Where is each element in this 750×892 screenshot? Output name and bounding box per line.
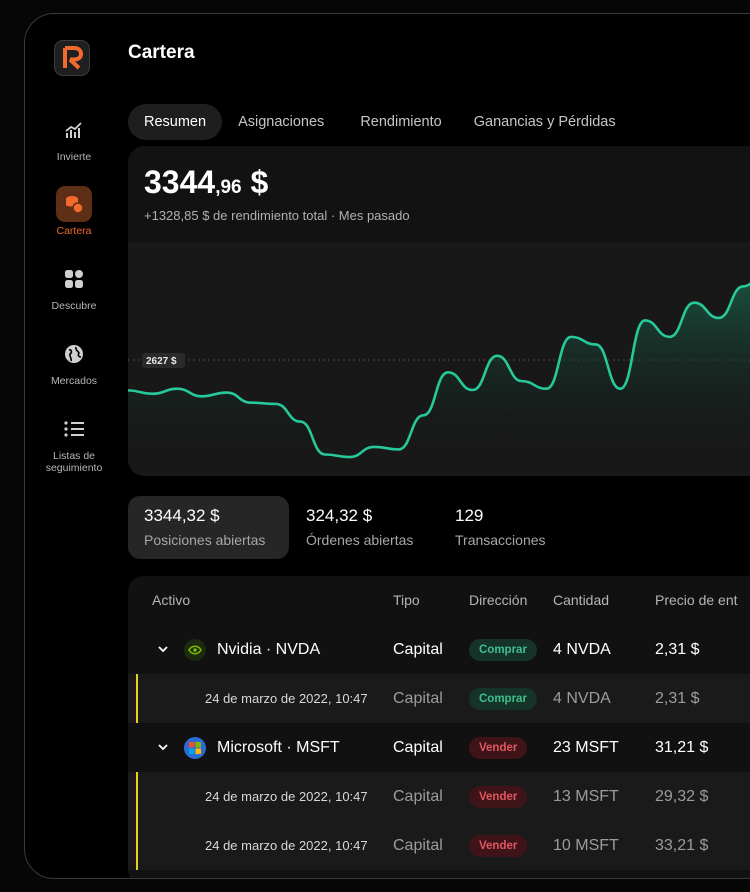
quantity: 4 NVDA xyxy=(553,641,611,658)
chart-series-line xyxy=(128,282,750,459)
sidebar-item-mercados[interactable]: Mercados xyxy=(25,336,123,387)
sidebar-item-listas[interactable]: Listas de seguimiento xyxy=(25,411,123,474)
chevron-down-icon[interactable] xyxy=(158,625,168,674)
sidebar-item-label: Mercados xyxy=(50,375,98,387)
entry-price: 33,21 $ xyxy=(655,837,709,854)
entry-price: 31,21 $ xyxy=(655,739,709,756)
app-window: Invierte Cartera Descubre Mercados Lista xyxy=(24,13,750,879)
portfolio-balance: 3344,96 $ xyxy=(144,164,268,201)
sidebar-item-cartera[interactable]: Cartera xyxy=(25,186,123,237)
direction-cell: Vender xyxy=(469,723,528,772)
performance-summary: +1328,85 $ de rendimiento total · Mes pa… xyxy=(144,208,410,223)
quantity: 23 MSFT xyxy=(553,739,619,756)
table-row[interactable]: 24 de marzo de 2022, 10:47 Capital Vende… xyxy=(128,772,750,821)
sidebar-item-label: Invierte xyxy=(56,151,92,163)
table-header: Activo Tipo Dirección Cantidad Precio de… xyxy=(128,576,750,625)
asset-name: Microsoft · MSFT xyxy=(217,739,340,756)
stat-open-positions[interactable]: 3344,32 $ Posiciones abiertas xyxy=(128,496,289,559)
table-row[interactable]: Nvidia · NVDA Capital Comprar 4 NVDA 2,3… xyxy=(128,625,750,674)
direction-cell: Vender xyxy=(469,772,528,821)
asset-type: Capital xyxy=(393,837,443,854)
chart-area-fill xyxy=(128,283,750,476)
tab-resumen[interactable]: Resumen xyxy=(128,104,223,140)
coins-icon xyxy=(56,186,92,222)
stat-value: 129 xyxy=(455,506,484,525)
trade-date: 24 de marzo de 2022, 10:47 xyxy=(205,789,368,804)
chevron-down-icon[interactable] xyxy=(158,723,168,772)
grid-icon xyxy=(56,261,92,297)
balance-decimals: ,96 xyxy=(215,177,242,198)
quantity: 4 NVDA xyxy=(553,690,611,707)
quantity: 13 MSFT xyxy=(553,788,619,805)
sidebar: Invierte Cartera Descubre Mercados Lista xyxy=(25,14,123,878)
chart-growth-icon xyxy=(56,112,92,148)
stat-open-orders[interactable]: 324,32 $ Órdenes abiertas xyxy=(290,496,438,559)
nvidia-logo-icon xyxy=(184,639,206,661)
asset-type: Capital xyxy=(393,641,443,658)
column-header-type[interactable]: Tipo xyxy=(393,592,420,608)
row-accent-bar xyxy=(136,772,138,821)
list-icon xyxy=(56,411,92,447)
sidebar-item-label: Cartera xyxy=(56,225,92,237)
direction-badge: Vender xyxy=(469,736,528,759)
direction-badge: Comprar xyxy=(469,687,537,710)
direction-cell: Comprar xyxy=(469,674,537,723)
trade-date: 24 de marzo de 2022, 10:47 xyxy=(205,691,368,706)
sidebar-item-descubre[interactable]: Descubre xyxy=(25,261,123,312)
column-header-asset[interactable]: Activo xyxy=(152,592,191,608)
microsoft-logo-icon xyxy=(184,737,206,759)
logo-r-icon xyxy=(63,46,83,70)
app-logo[interactable] xyxy=(54,40,90,76)
row-accent-bar xyxy=(136,674,138,723)
globe-icon xyxy=(56,336,92,372)
table-row[interactable]: 24 de marzo de 2022, 10:47 Capital Compr… xyxy=(128,674,750,723)
stat-label: Transacciones xyxy=(455,532,546,548)
stat-label: Órdenes abiertas xyxy=(306,532,414,548)
stat-value: 3344,32 $ xyxy=(144,506,220,525)
asset-type: Capital xyxy=(393,739,443,756)
balance-currency: $ xyxy=(241,164,269,200)
asset-type: Capital xyxy=(393,788,443,805)
tab-rendimiento[interactable]: Rendimiento xyxy=(360,114,442,130)
direction-cell: Vender xyxy=(469,821,528,870)
entry-price: 2,31 $ xyxy=(655,690,700,707)
trade-date: 24 de marzo de 2022, 10:47 xyxy=(205,838,368,853)
stat-transactions[interactable]: 129 Transacciones xyxy=(439,496,569,559)
asset-name: Nvidia · NVDA xyxy=(217,641,321,658)
direction-badge: Vender xyxy=(469,785,528,808)
quantity: 10 MSFT xyxy=(553,837,619,854)
table-row[interactable]: 24 de marzo de 2022, 10:47 Capital Vende… xyxy=(128,821,750,870)
sidebar-item-label: Listas de seguimiento xyxy=(45,450,103,474)
asset-type: Capital xyxy=(393,690,443,707)
table-row[interactable]: Microsoft · MSFT Capital Vender 23 MSFT … xyxy=(128,723,750,772)
column-header-quantity[interactable]: Cantidad xyxy=(553,592,610,608)
portfolio-area-chart[interactable]: 2627 $ xyxy=(128,242,750,476)
balance-integer: 3344 xyxy=(144,164,216,200)
row-accent-bar xyxy=(136,821,138,870)
portfolio-chart-card: 3344,96 $ +1328,85 $ de rendimiento tota… xyxy=(128,146,750,476)
tab-asignaciones[interactable]: Asignaciones xyxy=(238,114,325,130)
tab-bar: Resumen Asignaciones Rendimiento Gananci… xyxy=(128,104,632,140)
stat-label: Posiciones abiertas xyxy=(144,532,266,548)
sidebar-item-invierte[interactable]: Invierte xyxy=(25,112,123,163)
tab-ganancias-perdidas[interactable]: Ganancias y Pérdidas xyxy=(473,114,616,130)
sidebar-item-label: Descubre xyxy=(51,300,97,312)
column-header-direction[interactable]: Dirección xyxy=(469,592,528,608)
entry-price: 29,32 $ xyxy=(655,788,709,805)
stat-value: 324,32 $ xyxy=(306,506,373,525)
reference-label: 2627 $ xyxy=(146,356,177,367)
direction-badge: Vender xyxy=(469,834,528,857)
direction-badge: Comprar xyxy=(469,638,537,661)
direction-cell: Comprar xyxy=(469,625,537,674)
positions-table: Activo Tipo Dirección Cantidad Precio de… xyxy=(128,576,750,878)
column-header-entry-price[interactable]: Precio de ent xyxy=(655,592,738,608)
reference-label-bg xyxy=(142,353,185,368)
entry-price: 2,31 $ xyxy=(655,641,700,658)
page-title: Cartera xyxy=(128,42,195,63)
